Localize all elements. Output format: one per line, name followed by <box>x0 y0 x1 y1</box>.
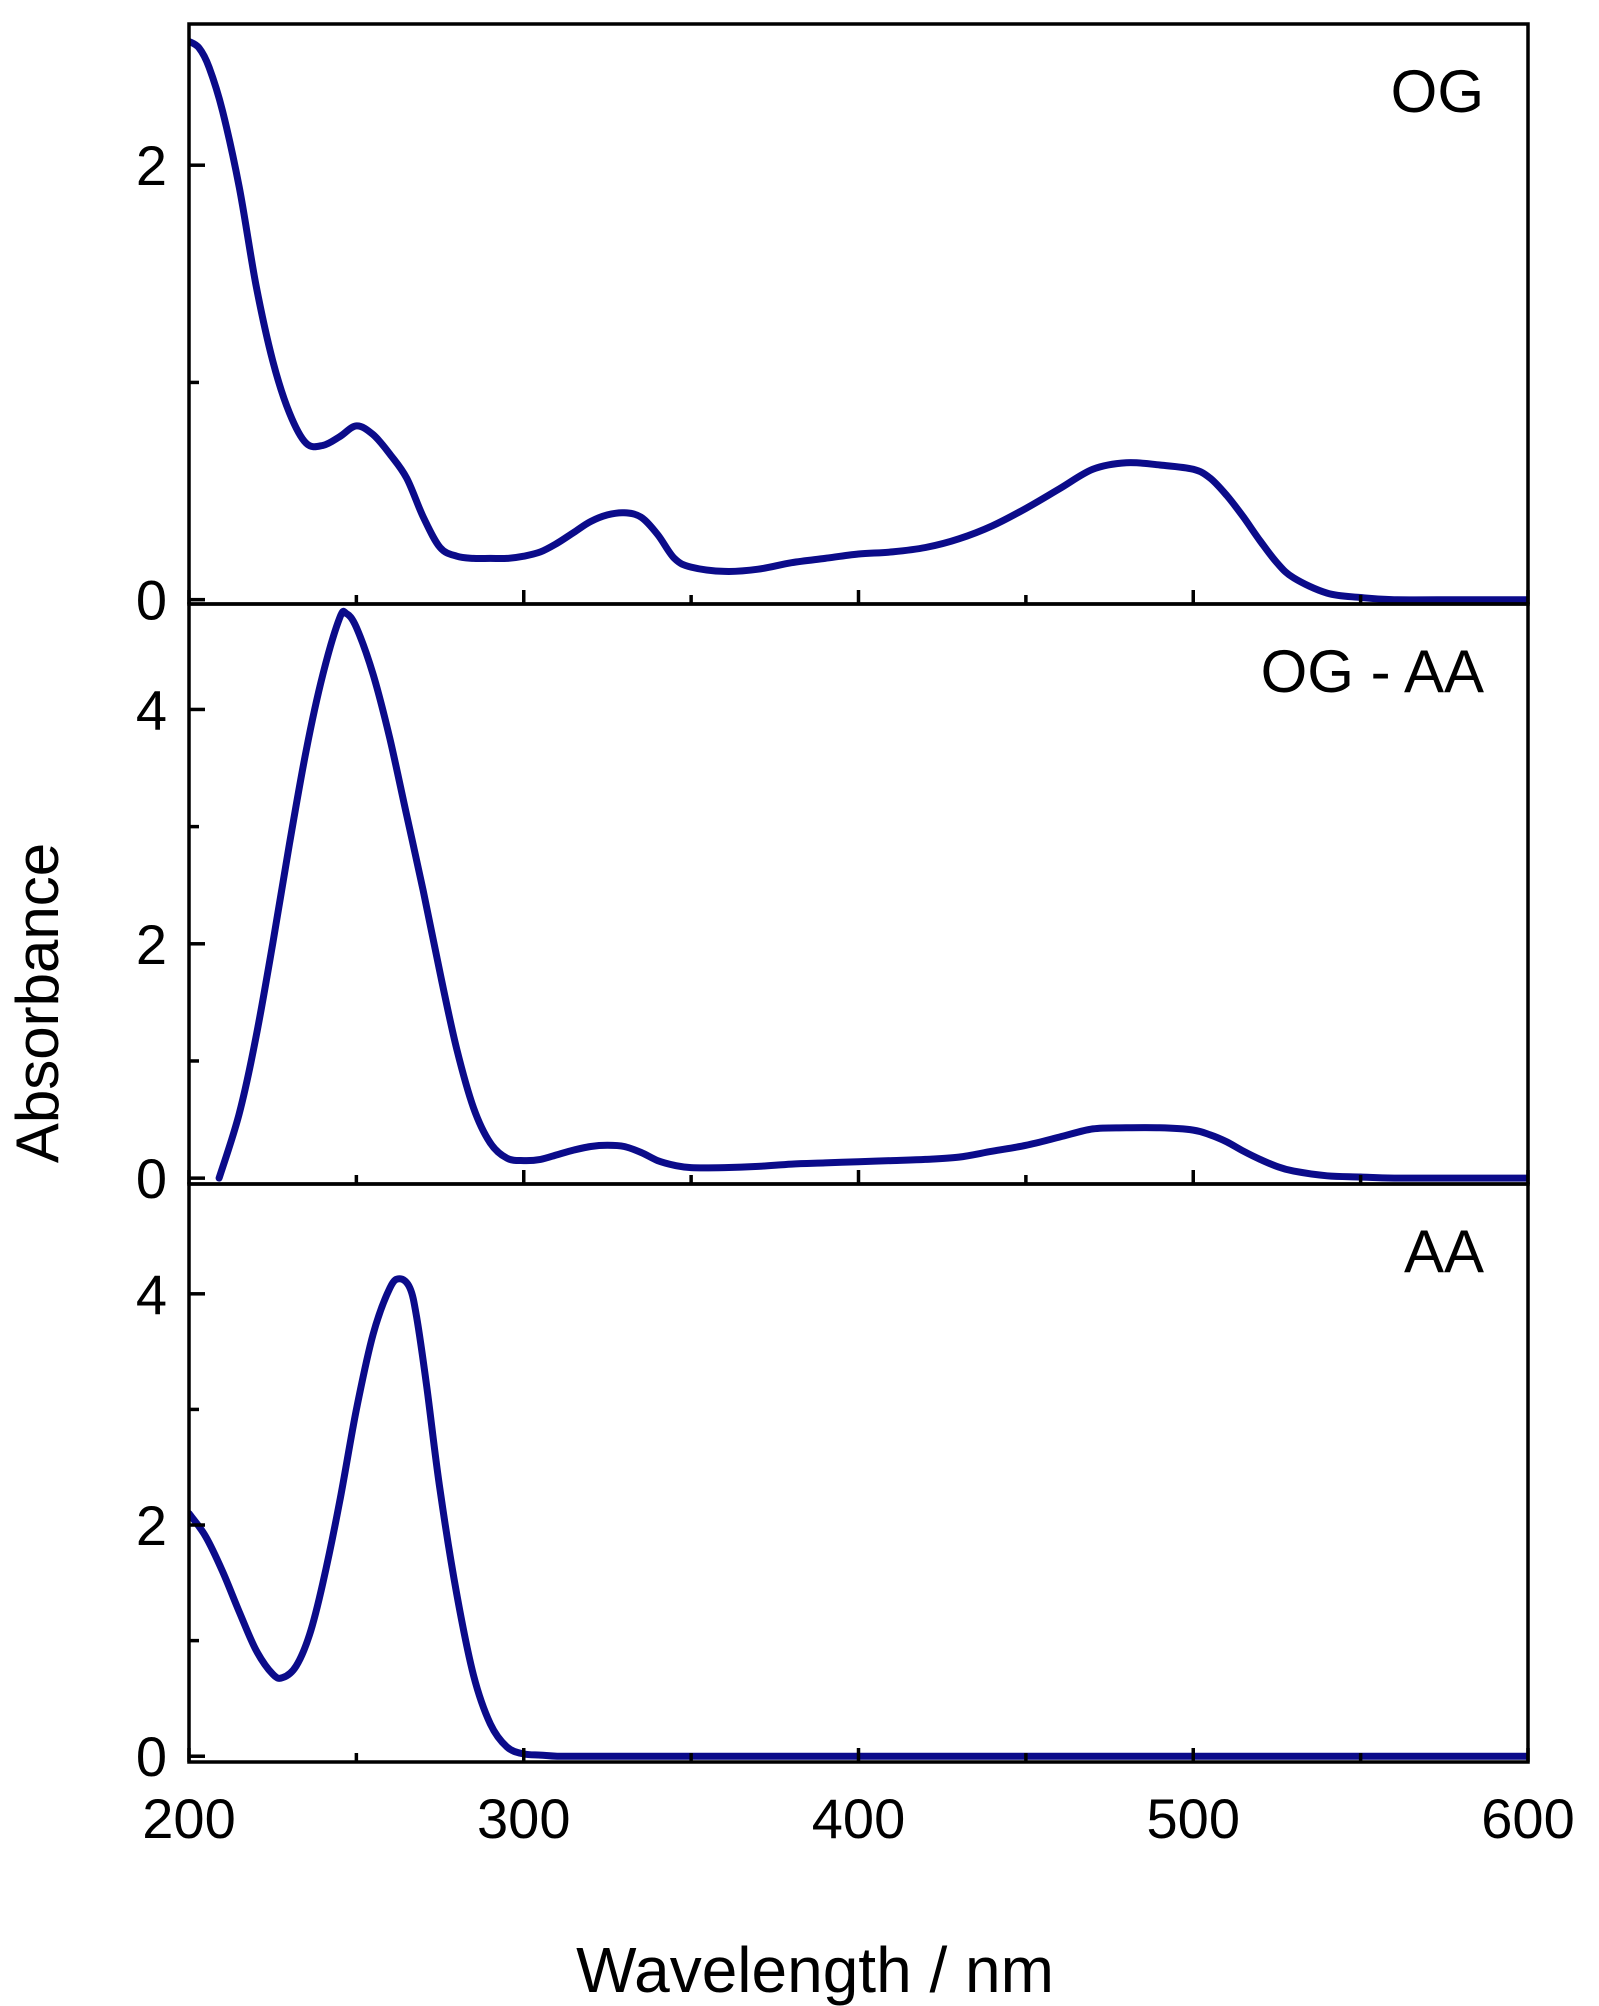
y-tick-label: 4 <box>136 1263 167 1326</box>
series-line <box>189 1275 1528 1760</box>
panel-frame <box>187 1182 1530 1764</box>
y-tick-label: 0 <box>136 569 167 632</box>
panel-label: OG <box>1391 58 1484 125</box>
y-tick-label: 0 <box>136 1147 167 1210</box>
series-line <box>215 607 1528 1182</box>
panels-layer: 0 2 OG 0 2 4 OG - AA 0 2 4 AA <box>136 22 1530 1788</box>
y-tick-label: 0 <box>136 1725 167 1788</box>
panel-og-aa: 0 2 4 OG - AA <box>136 602 1530 1210</box>
panel-og: 0 2 OG <box>136 22 1530 632</box>
y-tick-label: 4 <box>136 678 167 741</box>
x-tick-label: 200 <box>142 1787 235 1850</box>
y-tick-label: 2 <box>136 1494 167 1557</box>
x-tick-label: 600 <box>1481 1787 1574 1850</box>
x-tick-label: 500 <box>1147 1787 1240 1850</box>
y-axis-label: Absorbance <box>4 843 71 1163</box>
y-tick-label: 2 <box>136 134 167 197</box>
x-axis-label: Wavelength / nm <box>576 1934 1054 2006</box>
panel-label: AA <box>1404 1218 1484 1285</box>
x-tick-label: 300 <box>477 1787 570 1850</box>
panel-frame <box>187 22 1530 606</box>
panel-label: OG - AA <box>1261 638 1484 705</box>
y-tick-label: 2 <box>136 913 167 976</box>
x-axis: 200 300 400 500 600 <box>142 1787 1574 1850</box>
x-tick-label: 400 <box>812 1787 905 1850</box>
panel-aa: 0 2 4 AA <box>136 1182 1530 1788</box>
series-line <box>189 37 1528 604</box>
